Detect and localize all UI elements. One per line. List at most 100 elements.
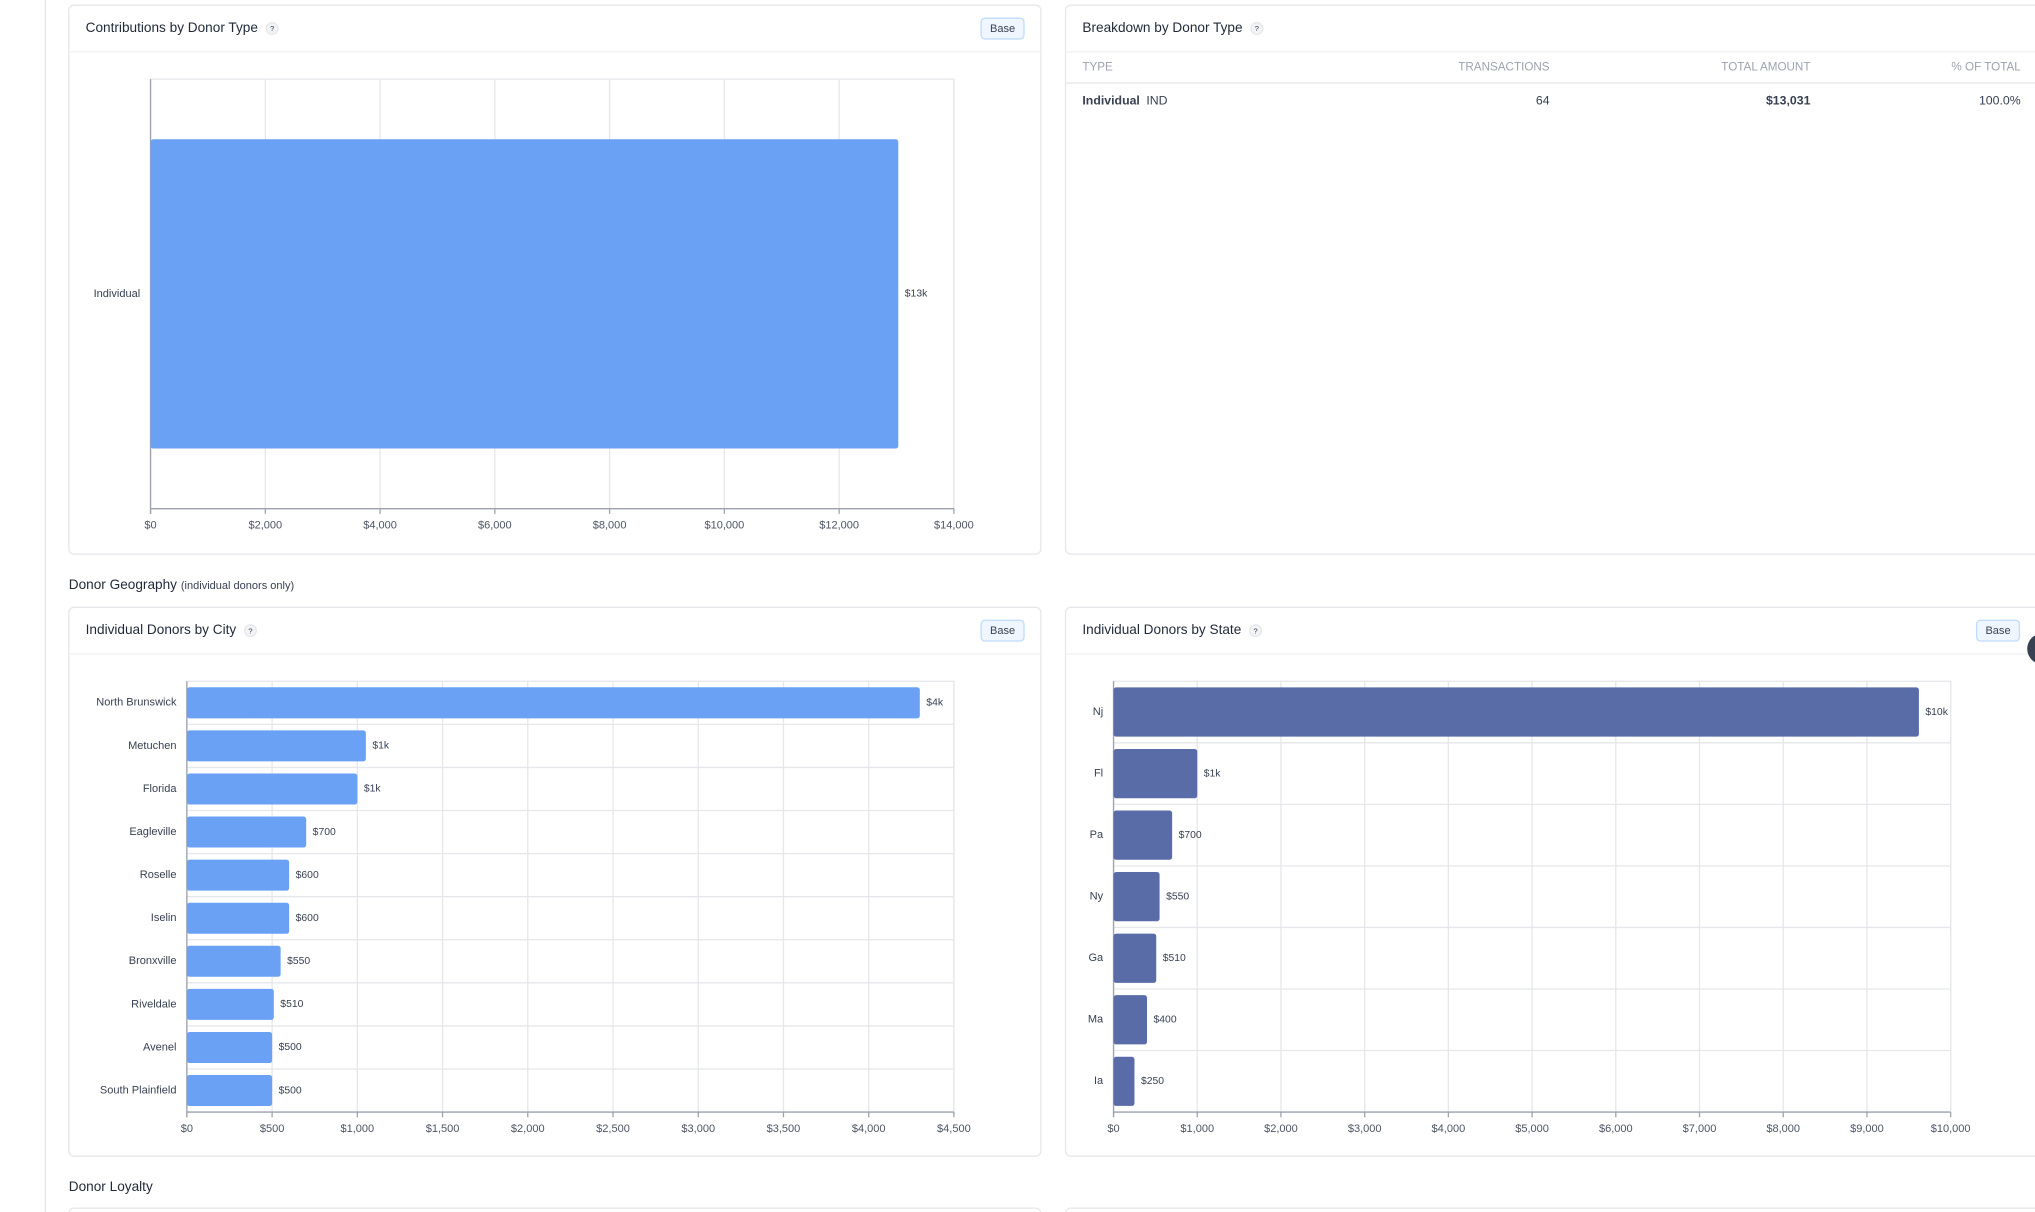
y-tick-label: Metuchen: [128, 740, 176, 752]
y-tick-label: Nj: [1093, 706, 1103, 718]
y-tick-label: Bronxville: [129, 955, 177, 967]
x-tick-label: $4,000: [363, 519, 397, 531]
x-tick-label: $5,000: [1515, 1123, 1549, 1135]
table-code: IND: [1146, 93, 1167, 107]
value-label: $1k: [372, 741, 390, 752]
table-cell: Individual: [1082, 93, 1139, 107]
base-button[interactable]: [980, 17, 1025, 40]
help-icon: [243, 624, 257, 638]
x-tick-label: $3,000: [1348, 1123, 1382, 1135]
value-label: $1k: [364, 784, 382, 795]
y-tick-label: Iselin: [151, 912, 177, 924]
value-label: $13k: [905, 289, 928, 300]
table-header: TRANSACTIONS: [1458, 61, 1550, 74]
x-tick-label: $9,000: [1850, 1123, 1884, 1135]
bar: [186, 1075, 273, 1107]
x-tick-label: $4,500: [937, 1123, 971, 1135]
y-tick-label: Ga: [1088, 952, 1104, 964]
x-tick-label: $8,000: [1766, 1123, 1800, 1135]
value-label: $250: [1141, 1076, 1164, 1087]
panel-title: Individual Donors by City: [86, 622, 237, 637]
bar: [186, 988, 274, 1020]
value-label: $400: [1154, 1014, 1177, 1025]
value-label: $10k: [1925, 707, 1948, 718]
help-icon: [265, 22, 279, 36]
y-tick-label: Ia: [1094, 1075, 1104, 1087]
base-button[interactable]: [980, 619, 1025, 642]
base-button-text[interactable]: Base: [990, 23, 1015, 35]
table-cell: $13,031: [1766, 93, 1811, 107]
base-button[interactable]: [1975, 619, 2021, 642]
help-icon: [1249, 624, 1263, 638]
section-title: Donor Geography: [69, 577, 177, 592]
base-button-text[interactable]: Base: [990, 625, 1015, 637]
x-tick-label: $3,000: [681, 1123, 715, 1135]
bar: [1113, 933, 1157, 983]
x-tick-label: $10,000: [704, 519, 744, 531]
help-icon-text: ?: [1255, 24, 1260, 33]
x-tick-label: $0: [181, 1123, 193, 1135]
value-label: $700: [313, 827, 336, 838]
table-header: % OF TOTAL: [1951, 61, 2021, 74]
x-tick-label: $0: [1107, 1123, 1119, 1135]
x-tick-label: $4,000: [1432, 1123, 1466, 1135]
base-button-text[interactable]: Base: [1985, 625, 2010, 637]
bar: [186, 816, 307, 848]
y-tick-label: Riveldale: [131, 998, 176, 1010]
bar: [186, 773, 358, 805]
bar: [186, 730, 366, 762]
y-tick-label: South Plainfield: [100, 1084, 177, 1096]
x-tick-label: $14,000: [934, 519, 974, 531]
panel: [1064, 4, 2035, 555]
table-header: TOTAL AMOUNT: [1721, 61, 1810, 74]
x-tick-label: $2,000: [1264, 1123, 1298, 1135]
panel: [68, 1207, 1042, 1212]
table-cell: 100.0%: [1979, 93, 2021, 107]
x-tick-label: $6,000: [478, 519, 512, 531]
y-tick-label: Pa: [1090, 829, 1104, 841]
panel-title: Contributions by Donor Type: [86, 20, 258, 35]
value-label: $4k: [926, 698, 944, 709]
y-tick-label: Roselle: [140, 869, 177, 881]
bar: [186, 1031, 273, 1063]
y-tick-label: North Brunswick: [96, 697, 177, 709]
x-tick-label: $2,000: [511, 1123, 545, 1135]
value-label: $550: [1166, 891, 1189, 902]
help-icon-text: ?: [248, 626, 253, 635]
value-label: $1k: [1204, 768, 1222, 779]
bar: [150, 139, 899, 449]
bar: [1113, 810, 1173, 860]
x-tick-label: $8,000: [593, 519, 627, 531]
bar: [1113, 687, 1919, 737]
y-tick-label: Florida: [143, 783, 178, 795]
value-label: $600: [296, 913, 319, 924]
value-label: $510: [280, 999, 303, 1010]
x-tick-label: $0: [144, 519, 156, 531]
x-tick-label: $2,500: [596, 1123, 630, 1135]
bar: [1113, 995, 1148, 1045]
panel-title: Individual Donors by State: [1082, 622, 1241, 637]
x-tick-label: $12,000: [819, 519, 859, 531]
x-tick-label: $7,000: [1683, 1123, 1717, 1135]
x-tick-label: $1,000: [1180, 1123, 1214, 1135]
x-tick-label: $6,000: [1599, 1123, 1633, 1135]
value-label: $500: [279, 1042, 302, 1053]
y-tick-label: Ny: [1090, 891, 1104, 903]
help-icon-text: ?: [1253, 626, 1258, 635]
bar: [186, 859, 290, 891]
table-cell: 64: [1536, 93, 1550, 107]
table-header: TYPE: [1082, 61, 1113, 74]
help-icon: [1250, 22, 1264, 36]
y-tick-label: Ma: [1088, 1014, 1104, 1026]
section-title: Donor Loyalty: [69, 1179, 153, 1194]
x-tick-label: $1,500: [426, 1123, 460, 1135]
x-tick-label: $3,500: [767, 1123, 801, 1135]
bar: [1113, 872, 1160, 922]
help-icon-text: ?: [270, 24, 275, 33]
floating-button[interactable]: [2027, 633, 2035, 664]
value-label: $700: [1179, 830, 1202, 841]
y-tick-label: Fl: [1094, 767, 1103, 779]
x-tick-label: $4,000: [852, 1123, 886, 1135]
panel: [1064, 606, 2035, 1157]
